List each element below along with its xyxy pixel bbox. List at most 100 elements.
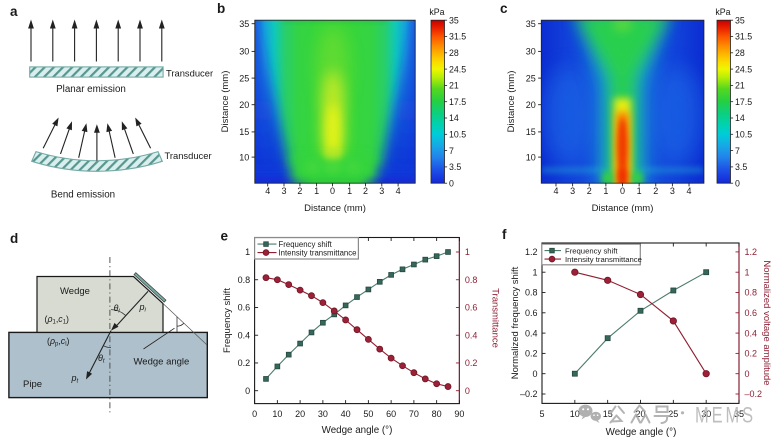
svg-text:40: 40: [341, 409, 351, 419]
svg-text:b: b: [217, 1, 225, 16]
svg-text:24.5: 24.5: [735, 64, 752, 74]
svg-text:31.5: 31.5: [735, 32, 752, 42]
svg-text:0: 0: [465, 386, 470, 396]
svg-text:MEMS: MEMS: [695, 403, 756, 428]
svg-text:–0.2: –0.2: [520, 389, 538, 399]
svg-text:90: 90: [454, 409, 464, 419]
svg-text:15: 15: [526, 127, 536, 137]
svg-text:(ρp,cl): (ρp,cl): [47, 336, 70, 348]
svg-text:30: 30: [318, 409, 328, 419]
svg-text:Frequency shift: Frequency shift: [279, 240, 333, 249]
svg-text:60: 60: [386, 409, 396, 419]
svg-text:4: 4: [553, 186, 558, 196]
svg-text:17.5: 17.5: [449, 97, 466, 107]
svg-text:Planar emission: Planar emission: [56, 84, 126, 95]
svg-text:30: 30: [701, 409, 711, 419]
svg-text:0.4: 0.4: [465, 330, 478, 340]
svg-text:1: 1: [314, 186, 319, 196]
svg-text:10.5: 10.5: [735, 130, 752, 140]
svg-text:Wedge angle (°): Wedge angle (°): [606, 427, 677, 438]
svg-text:20: 20: [635, 409, 645, 419]
svg-text:35: 35: [239, 19, 249, 29]
svg-text:0: 0: [330, 186, 335, 196]
svg-text:10.5: 10.5: [449, 130, 466, 140]
svg-text:Wedge angle (°): Wedge angle (°): [322, 425, 393, 436]
svg-text:pi: pi: [139, 302, 147, 314]
svg-text:Transducer: Transducer: [166, 67, 213, 78]
svg-text:0: 0: [745, 369, 750, 379]
svg-text:0: 0: [449, 178, 454, 188]
svg-text:1: 1: [637, 186, 642, 196]
svg-text:Distance (mm): Distance (mm): [220, 71, 231, 133]
svg-text:–0.2: –0.2: [745, 389, 763, 399]
svg-text:1: 1: [745, 267, 750, 277]
svg-text:10: 10: [570, 409, 580, 419]
svg-text:14: 14: [735, 113, 745, 123]
svg-text:70: 70: [409, 409, 419, 419]
svg-text:15: 15: [603, 409, 613, 419]
svg-text:0.6: 0.6: [745, 308, 758, 318]
svg-text:Distance (mm): Distance (mm): [304, 203, 366, 214]
svg-text:Transducer: Transducer: [165, 150, 212, 161]
svg-text:7: 7: [449, 146, 454, 156]
svg-text:50: 50: [363, 409, 373, 419]
svg-text:31.5: 31.5: [449, 32, 466, 42]
svg-text:0.8: 0.8: [745, 288, 758, 298]
svg-text:10: 10: [239, 152, 249, 162]
svg-text:0.6: 0.6: [525, 308, 538, 318]
svg-text:35: 35: [449, 15, 459, 25]
svg-text:3: 3: [570, 186, 575, 196]
svg-text:1: 1: [347, 186, 352, 196]
svg-text:Intensity transmittance: Intensity transmittance: [279, 248, 357, 257]
svg-text:0: 0: [245, 386, 250, 396]
svg-text:25: 25: [526, 73, 536, 83]
svg-text:14: 14: [449, 113, 459, 123]
svg-text:0: 0: [620, 186, 625, 196]
svg-text:θt: θt: [98, 353, 105, 365]
svg-text:0: 0: [532, 369, 537, 379]
svg-text:0.6: 0.6: [238, 303, 251, 313]
svg-text:4: 4: [396, 186, 401, 196]
svg-text:0.4: 0.4: [238, 330, 251, 340]
svg-text:θi: θi: [114, 303, 121, 315]
svg-text:2: 2: [587, 186, 592, 196]
svg-text:28: 28: [449, 48, 459, 58]
svg-text:Normalized frequency shift: Normalized frequency shift: [510, 266, 521, 379]
svg-text:0.8: 0.8: [465, 275, 478, 285]
svg-text:3: 3: [670, 186, 675, 196]
svg-text:30: 30: [239, 47, 249, 57]
svg-text:c: c: [500, 1, 508, 16]
svg-text:a: a: [10, 4, 18, 19]
svg-text:21: 21: [449, 81, 459, 91]
svg-text:0.2: 0.2: [465, 358, 478, 368]
svg-text:Distance (mm): Distance (mm): [592, 203, 654, 214]
svg-text:pt: pt: [71, 373, 79, 385]
svg-text:0.6: 0.6: [465, 303, 478, 313]
svg-text:7: 7: [735, 146, 740, 156]
svg-text:0.8: 0.8: [238, 275, 251, 285]
svg-text:0: 0: [735, 178, 740, 188]
svg-text:1: 1: [245, 247, 250, 257]
svg-text:20: 20: [526, 100, 536, 110]
svg-text:80: 80: [432, 409, 442, 419]
svg-text:Distance (mm): Distance (mm): [506, 71, 517, 133]
svg-text:Bend emission: Bend emission: [51, 190, 115, 201]
svg-text:0.4: 0.4: [745, 328, 758, 338]
svg-text:Intensity transmittance: Intensity transmittance: [565, 255, 642, 264]
svg-text:25: 25: [239, 73, 249, 83]
svg-text:3: 3: [379, 186, 384, 196]
svg-text:2: 2: [363, 186, 368, 196]
svg-text:28: 28: [735, 48, 745, 58]
svg-text:10: 10: [526, 152, 536, 162]
svg-text:e: e: [221, 229, 229, 244]
svg-text:0.2: 0.2: [238, 358, 251, 368]
svg-text:1: 1: [465, 247, 470, 257]
svg-text:1.2: 1.2: [525, 247, 538, 257]
svg-text:17.5: 17.5: [735, 97, 752, 107]
svg-text:0.2: 0.2: [525, 349, 538, 359]
svg-text:0: 0: [252, 409, 257, 419]
svg-text:20: 20: [239, 100, 249, 110]
svg-text:3.5: 3.5: [449, 162, 461, 172]
svg-text:0.8: 0.8: [525, 288, 538, 298]
svg-text:21: 21: [735, 81, 745, 91]
